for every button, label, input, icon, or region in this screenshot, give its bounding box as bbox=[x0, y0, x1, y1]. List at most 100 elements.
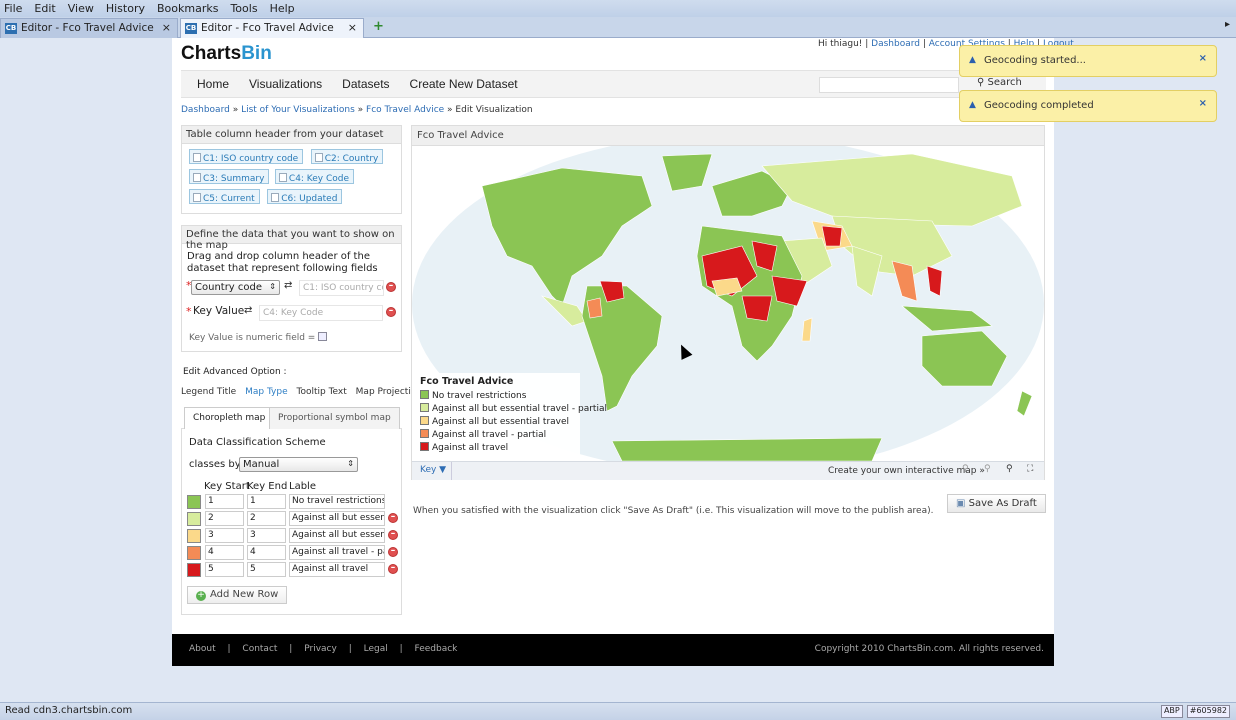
crumb-visualizations[interactable]: List of Your Visualizations bbox=[241, 105, 355, 115]
country-code-select[interactable]: Country code ⇕ bbox=[191, 280, 280, 295]
key-start-input[interactable]: 3 bbox=[205, 528, 244, 543]
browser-tab-2[interactable]: CB Editor - Fco Travel Advice × bbox=[180, 18, 364, 38]
zoom-in-icon[interactable]: ⚲ bbox=[1006, 464, 1013, 474]
world-map[interactable]: Fco Travel Advice No travel restrictions… bbox=[412, 146, 1044, 461]
key-end-input[interactable]: 4 bbox=[247, 545, 286, 560]
add-new-row-button[interactable]: + Add New Row bbox=[187, 586, 288, 604]
create-own-map-link[interactable]: Create your own interactive map » bbox=[828, 466, 985, 476]
link-account-settings[interactable]: Account Settings bbox=[928, 39, 1005, 49]
tab-tooltip-text[interactable]: Tooltip Text bbox=[296, 387, 347, 397]
new-tab-icon[interactable]: + bbox=[373, 19, 384, 34]
indonesia-region[interactable] bbox=[901, 305, 993, 332]
menu-help[interactable]: Help bbox=[269, 2, 295, 15]
key-start-input[interactable]: 1 bbox=[205, 494, 244, 509]
color-swatch[interactable] bbox=[187, 563, 201, 577]
link-dashboard[interactable]: Dashboard bbox=[871, 39, 920, 49]
save-as-draft-button[interactable]: ▣ Save As Draft bbox=[947, 494, 1046, 513]
key-end-input[interactable]: 5 bbox=[247, 562, 286, 577]
central-africa-region[interactable] bbox=[741, 295, 773, 322]
column-tag-c1[interactable]: C1: ISO country code bbox=[189, 149, 304, 164]
swap-icon[interactable]: ⇄ bbox=[244, 305, 253, 316]
remove-row-icon[interactable]: – bbox=[388, 513, 398, 523]
zoom-reset-icon[interactable]: ⚲ bbox=[962, 464, 969, 474]
chartsbin-logo[interactable]: ChartsBin bbox=[181, 43, 272, 64]
venezuela-region[interactable] bbox=[599, 280, 625, 303]
horn-of-africa-region[interactable] bbox=[771, 275, 808, 307]
egypt-libya-region[interactable] bbox=[751, 240, 778, 272]
remove-row-icon[interactable]: – bbox=[388, 547, 398, 557]
color-swatch[interactable] bbox=[187, 546, 201, 560]
russia-region[interactable] bbox=[761, 153, 1023, 227]
menu-view[interactable]: View bbox=[67, 2, 94, 15]
close-tab-icon[interactable]: × bbox=[347, 21, 357, 34]
south-america-region[interactable] bbox=[581, 285, 663, 412]
tab-legend-title[interactable]: Legend Title bbox=[181, 387, 237, 397]
greenland-region[interactable] bbox=[661, 153, 713, 192]
menu-history[interactable]: History bbox=[105, 2, 145, 15]
adblock-icon[interactable]: ABP bbox=[1160, 705, 1183, 718]
europe-region[interactable] bbox=[711, 170, 793, 217]
swap-icon[interactable]: ⇄ bbox=[284, 280, 293, 291]
key-drop-target[interactable]: C4: Key Code bbox=[259, 305, 383, 321]
close-toast-icon[interactable]: × bbox=[1198, 53, 1207, 64]
label-input[interactable]: Against all travel - partial bbox=[289, 545, 385, 560]
antarctica-region[interactable] bbox=[611, 437, 883, 461]
menu-file[interactable]: File bbox=[4, 2, 23, 15]
link-logout[interactable]: Logout bbox=[1042, 39, 1074, 49]
footer-feedback[interactable]: Feedback bbox=[414, 644, 458, 654]
tab-choropleth[interactable]: Choropleth map bbox=[184, 407, 275, 429]
label-input[interactable]: No travel restrictions bbox=[289, 494, 385, 509]
zoom-out-icon[interactable]: ⚲ bbox=[984, 464, 991, 474]
color-swatch[interactable] bbox=[187, 529, 201, 543]
southeast-asia-region[interactable] bbox=[891, 260, 918, 302]
tab-map-projection[interactable]: Map Projection bbox=[355, 387, 423, 397]
search-button[interactable]: ⚲ Search bbox=[977, 77, 1022, 88]
key-start-input[interactable]: 2 bbox=[205, 511, 244, 526]
afghanistan-region[interactable] bbox=[821, 225, 843, 247]
colombia-region[interactable] bbox=[586, 297, 603, 319]
north-america-region[interactable] bbox=[481, 167, 653, 307]
crumb-fco[interactable]: Fco Travel Advice bbox=[366, 105, 445, 115]
browser-tab-1[interactable]: CB Editor - Fco Travel Advice × bbox=[0, 18, 178, 38]
key-start-input[interactable]: 4 bbox=[205, 545, 244, 560]
footer-legal[interactable]: Legal bbox=[363, 644, 388, 654]
label-input[interactable]: Against all travel bbox=[289, 562, 385, 577]
footer-about[interactable]: About bbox=[189, 644, 216, 654]
key-end-input[interactable]: 2 bbox=[247, 511, 286, 526]
column-tag-c4[interactable]: C4: Key Code bbox=[274, 169, 355, 184]
column-tag-c3[interactable]: C3: Summary bbox=[189, 169, 270, 184]
column-tag-c6[interactable]: C6: Updated bbox=[267, 189, 343, 204]
nav-visualizations[interactable]: Visualizations bbox=[249, 77, 323, 91]
column-tag-c5[interactable]: C5: Current bbox=[189, 189, 260, 204]
menu-edit[interactable]: Edit bbox=[34, 2, 56, 15]
tab-map-type[interactable]: Map Type bbox=[245, 387, 288, 397]
philippines-region[interactable] bbox=[926, 265, 943, 297]
nav-create-dataset[interactable]: Create New Dataset bbox=[409, 77, 518, 91]
label-input[interactable]: Against all but essential travel - parti… bbox=[289, 511, 385, 526]
close-toast-icon[interactable]: × bbox=[1198, 98, 1207, 109]
color-swatch[interactable] bbox=[187, 495, 201, 509]
close-tab-icon[interactable]: × bbox=[161, 21, 171, 34]
remove-icon[interactable]: – bbox=[386, 282, 396, 292]
key-end-input[interactable]: 1 bbox=[247, 494, 286, 509]
search-input[interactable] bbox=[819, 77, 959, 93]
label-input[interactable]: Against all but essential travel bbox=[289, 528, 385, 543]
key-end-input[interactable]: 3 bbox=[247, 528, 286, 543]
madagascar-region[interactable] bbox=[801, 317, 813, 342]
tab-proportional-symbol[interactable]: Proportional symbol map bbox=[269, 407, 400, 429]
link-help[interactable]: Help bbox=[1013, 39, 1035, 49]
australia-region[interactable] bbox=[921, 330, 1008, 387]
menu-tools[interactable]: Tools bbox=[230, 2, 258, 15]
footer-contact[interactable]: Contact bbox=[242, 644, 278, 654]
nav-datasets[interactable]: Datasets bbox=[342, 77, 390, 91]
crumb-dashboard[interactable]: Dashboard bbox=[181, 105, 230, 115]
remove-row-icon[interactable]: – bbox=[388, 530, 398, 540]
nav-home[interactable]: Home bbox=[197, 77, 230, 91]
color-swatch[interactable] bbox=[187, 512, 201, 526]
india-region[interactable] bbox=[851, 245, 883, 297]
footer-privacy[interactable]: Privacy bbox=[304, 644, 337, 654]
key-button[interactable]: Key ▼ bbox=[415, 462, 453, 480]
remove-icon[interactable]: – bbox=[386, 307, 396, 317]
classes-select[interactable]: Manual ⇕ bbox=[239, 457, 358, 472]
new-zealand-region[interactable] bbox=[1016, 390, 1033, 417]
